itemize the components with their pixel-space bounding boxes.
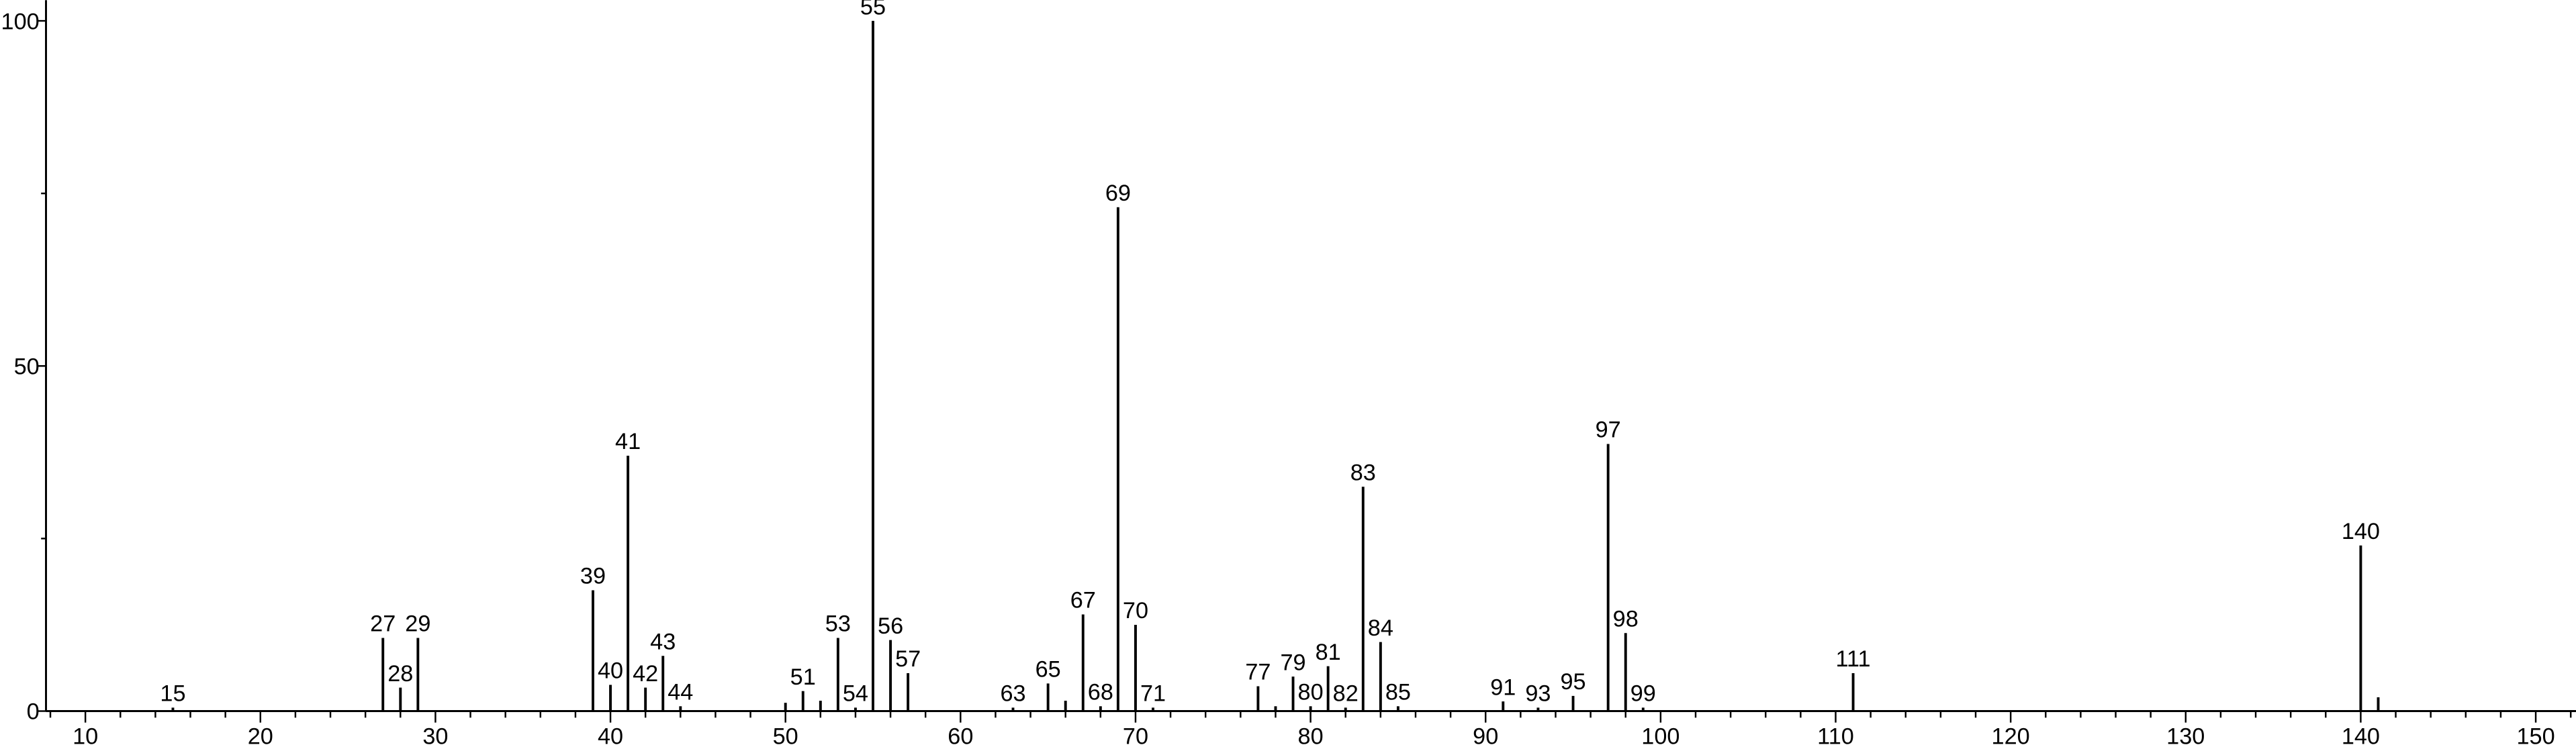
peak-label: 63 [1000, 681, 1025, 707]
peak-label: 55 [860, 0, 886, 19]
peak-label: 80 [1298, 680, 1324, 705]
peak-label: 84 [1368, 615, 1393, 641]
peak-label: 67 [1070, 588, 1096, 613]
x-tick-label: 60 [948, 723, 973, 749]
peak-label: 69 [1105, 181, 1131, 206]
peak-label: 65 [1036, 657, 1061, 683]
x-tick-label: 120 [1992, 723, 2030, 749]
peak-label: 79 [1280, 650, 1305, 675]
peak-label: 77 [1245, 660, 1271, 685]
x-tick-label: 110 [1817, 723, 1854, 749]
peak-label: 27 [370, 611, 396, 637]
peak-label: 97 [1596, 417, 1621, 443]
peak-label: 93 [1525, 681, 1551, 707]
x-tick-label: 10 [73, 723, 98, 749]
peak-label: 82 [1333, 681, 1359, 707]
peak-label: 70 [1123, 598, 1148, 623]
peak-label: 56 [878, 613, 903, 639]
peak-label: 111 [1836, 646, 1871, 672]
x-tick-label: 50 [773, 723, 798, 749]
peak-label: 41 [615, 429, 641, 454]
y-tick-label: 0 [27, 699, 40, 725]
peak-label: 71 [1140, 681, 1166, 707]
peak-label: 42 [633, 661, 658, 687]
peak-label: 28 [387, 661, 413, 687]
peak-label: 53 [825, 611, 851, 637]
peak-label: 57 [895, 646, 921, 672]
y-tick-label: 100 [1, 9, 40, 34]
x-tick-label: 130 [2166, 723, 2205, 749]
peak-label: 68 [1088, 680, 1113, 705]
x-tick-label: 100 [1641, 723, 1680, 749]
x-tick-label: 90 [1473, 723, 1498, 749]
peak-label: 81 [1316, 640, 1341, 665]
peak-label: 15 [160, 681, 185, 707]
peak-label: 39 [580, 564, 606, 589]
y-tick-label: 50 [14, 354, 40, 380]
x-tick-label: 30 [422, 723, 448, 749]
peak-label: 99 [1630, 681, 1656, 707]
peak-label: 54 [843, 681, 868, 707]
peak-label: 43 [650, 629, 676, 654]
peak-label: 83 [1350, 460, 1376, 485]
peak-label: 91 [1490, 675, 1516, 700]
peak-label: 140 [2342, 519, 2380, 544]
x-tick-label: 20 [248, 723, 273, 749]
peak-label: 98 [1613, 607, 1639, 632]
x-tick-label: 80 [1298, 723, 1324, 749]
peak-label: 29 [405, 611, 430, 637]
peak-label: 95 [1560, 669, 1585, 695]
x-tick-label: 140 [2342, 723, 2380, 749]
peak-label: 85 [1385, 680, 1411, 705]
peak-label: 51 [790, 664, 816, 690]
peak-label: 44 [668, 680, 693, 705]
x-tick-label: 150 [2516, 723, 2555, 749]
x-tick-label: 70 [1123, 723, 1148, 749]
peak-label: 40 [598, 658, 623, 684]
x-tick-label: 40 [598, 723, 623, 749]
